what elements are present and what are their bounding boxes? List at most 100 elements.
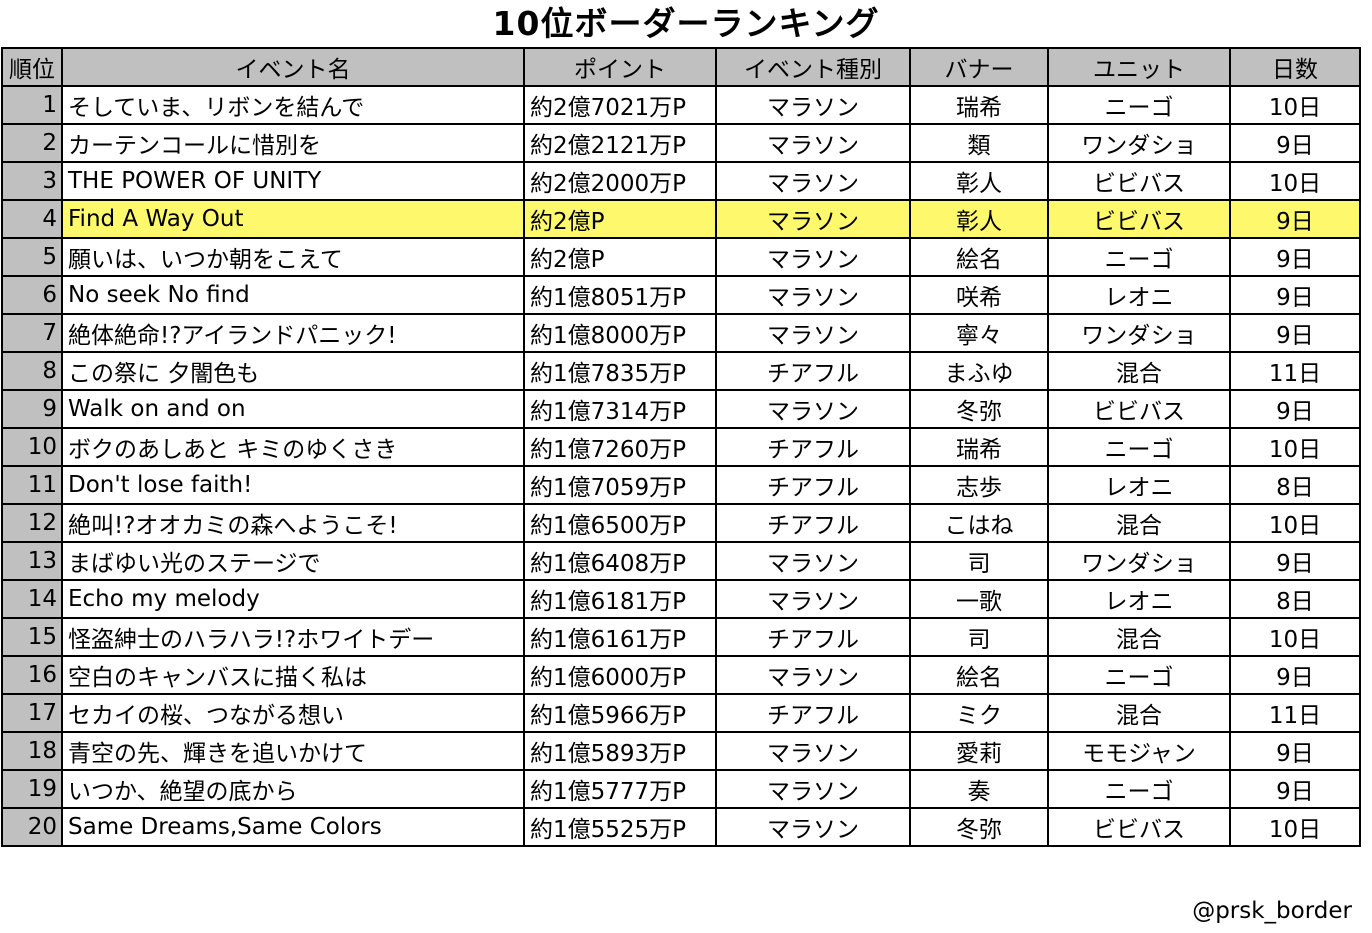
cell-event-name: No seek No find <box>61 275 525 315</box>
cell-unit: ニーゴ <box>1047 237 1231 277</box>
cell-event-type: チアフル <box>715 503 911 543</box>
cell-unit: ワンダショ <box>1047 541 1231 581</box>
cell-point: 約1億6408万P <box>523 541 717 581</box>
table-row: 14 Echo my melody 約1億6181万P マラソン 一歌 レオニ 8日 <box>1 579 1361 619</box>
cell-days: 10日 <box>1229 161 1361 201</box>
cell-event-type: マラソン <box>715 579 911 619</box>
cell-event-name: 絶叫!?オオカミの森へようこそ! <box>61 503 525 543</box>
cell-event-type: チアフル <box>715 465 911 505</box>
cell-banner: 類 <box>909 123 1049 163</box>
cell-event-name: セカイの桜、つながる想い <box>61 693 525 733</box>
cell-banner: 冬弥 <box>909 389 1049 429</box>
page-title: 10位ボーダーランキング <box>492 4 880 43</box>
cell-event-type: マラソン <box>715 313 911 353</box>
cell-days: 9日 <box>1229 313 1361 353</box>
cell-event-name: 絶体絶命!?アイランドパニック! <box>61 313 525 353</box>
table-row: 4 Find A Way Out 約2億P マラソン 彰人 ビビバス 9日 <box>1 199 1361 239</box>
cell-rank: 8 <box>1 351 63 391</box>
cell-days: 8日 <box>1229 465 1361 505</box>
cell-days: 10日 <box>1229 807 1361 847</box>
cell-days: 11日 <box>1229 351 1361 391</box>
cell-point: 約1億7260万P <box>523 427 717 467</box>
cell-rank: 5 <box>1 237 63 277</box>
table-row: 5 願いは、いつか朝をこえて 約2億P マラソン 絵名 ニーゴ 9日 <box>1 237 1361 277</box>
cell-unit: 混合 <box>1047 503 1231 543</box>
column-header-point: ポイント <box>523 47 717 87</box>
table-row: 12 絶叫!?オオカミの森へようこそ! 約1億6500万P チアフル こはね 混合 10日 <box>1 503 1361 543</box>
cell-unit: 混合 <box>1047 693 1231 733</box>
cell-event-name: 空白のキャンバスに描く私は <box>61 655 525 695</box>
cell-banner: 咲希 <box>909 275 1049 315</box>
cell-point: 約1億5525万P <box>523 807 717 847</box>
cell-event-name: いつか、絶望の底から <box>61 769 525 809</box>
table-row: 2 カーテンコールに惜別を 約2億2121万P マラソン類ワンダショ 9日 <box>1 123 1361 163</box>
cell-unit: レオニ <box>1047 579 1231 619</box>
cell-point: 約1億6181万P <box>523 579 717 619</box>
cell-rank: 10 <box>1 427 63 467</box>
cell-point: 約1億7835万P <box>523 351 717 391</box>
cell-point: 約1億5777万P <box>523 769 717 809</box>
cell-point: 約1億7314万P <box>523 389 717 429</box>
cell-rank: 2 <box>1 123 63 163</box>
cell-point: 約1億5893万P <box>523 731 717 771</box>
cell-event-type: チアフル <box>715 427 911 467</box>
cell-unit: ワンダショ <box>1047 313 1231 353</box>
cell-event-type: マラソン <box>715 199 911 239</box>
table-row: 1 そしていま、リボンを結んで 約2億7021万P マラソン 瑞希 ニーゴ 10日 <box>1 85 1361 125</box>
column-header-days: 日数 <box>1229 47 1361 87</box>
cell-unit: レオニ <box>1047 465 1231 505</box>
cell-unit: レオニ <box>1047 275 1231 315</box>
cell-banner: 寧々 <box>909 313 1049 353</box>
table-row: 3 THE POWER OF UNITY 約2億2000万P マラソン 彰人 ビビバス 10… <box>1 161 1361 201</box>
cell-days: 11日 <box>1229 693 1361 733</box>
cell-event-type: マラソン <box>715 655 911 695</box>
cell-event-type: マラソン <box>715 541 911 581</box>
cell-rank: 7 <box>1 313 63 353</box>
cell-banner: ミク <box>909 693 1049 733</box>
cell-point: 約1億6161万P <box>523 617 717 657</box>
cell-banner: 司 <box>909 617 1049 657</box>
cell-rank: 6 <box>1 275 63 315</box>
table-row: 16 空白のキャンバスに描く私は 約1億6000万P マラソン 絵名 ニーゴ 9日 <box>1 655 1361 695</box>
cell-event-type: チアフル <box>715 351 911 391</box>
cell-rank: 1 <box>1 85 63 125</box>
cell-event-name: ボクのあしあと キミのゆくさき <box>61 427 525 467</box>
cell-event-type: マラソン <box>715 237 911 277</box>
cell-event-type: チアフル <box>715 693 911 733</box>
cell-rank: 16 <box>1 655 63 695</box>
cell-banner: 瑞希 <box>909 85 1049 125</box>
column-header-unit: ユニット <box>1047 47 1231 87</box>
cell-days: 9日 <box>1229 199 1361 239</box>
cell-event-type: マラソン <box>715 807 911 847</box>
cell-event-name: そしていま、リボンを結んで <box>61 85 525 125</box>
cell-point: 約2億2121万P <box>523 123 717 163</box>
column-header-type: イベント種別 <box>715 47 911 87</box>
cell-event-name: THE POWER OF UNITY <box>61 161 525 201</box>
table-body: 1 そしていま、リボンを結んで 約2億7021万P マラソン 瑞希 ニーゴ 10日 2 カーテン… <box>1 85 1361 847</box>
cell-point: 約2億7021万P <box>523 85 717 125</box>
cell-rank: 13 <box>1 541 63 581</box>
cell-event-type: マラソン <box>715 275 911 315</box>
cell-event-type: マラソン <box>715 389 911 429</box>
table-row: 7 絶体絶命!?アイランドパニック! 約1億8000万P マラソン 寧々 ワンダショ 9日 <box>1 313 1361 353</box>
cell-days: 9日 <box>1229 275 1361 315</box>
cell-rank: 19 <box>1 769 63 809</box>
cell-banner: 一歌 <box>909 579 1049 619</box>
cell-event-type: マラソン <box>715 769 911 809</box>
cell-days: 8日 <box>1229 579 1361 619</box>
cell-event-type: チアフル <box>715 617 911 657</box>
cell-banner: 志歩 <box>909 465 1049 505</box>
cell-event-name: まばゆい光のステージで <box>61 541 525 581</box>
cell-point: 約2億2000万P <box>523 161 717 201</box>
cell-event-type: マラソン <box>715 161 911 201</box>
cell-event-type: マラソン <box>715 123 911 163</box>
cell-rank: 18 <box>1 731 63 771</box>
cell-event-type: マラソン <box>715 85 911 125</box>
cell-rank: 4 <box>1 199 63 239</box>
cell-days: 9日 <box>1229 769 1361 809</box>
cell-point: 約1億5966万P <box>523 693 717 733</box>
cell-rank: 11 <box>1 465 63 505</box>
cell-unit: ニーゴ <box>1047 427 1231 467</box>
cell-banner: 奏 <box>909 769 1049 809</box>
cell-event-name: 願いは、いつか朝をこえて <box>61 237 525 277</box>
